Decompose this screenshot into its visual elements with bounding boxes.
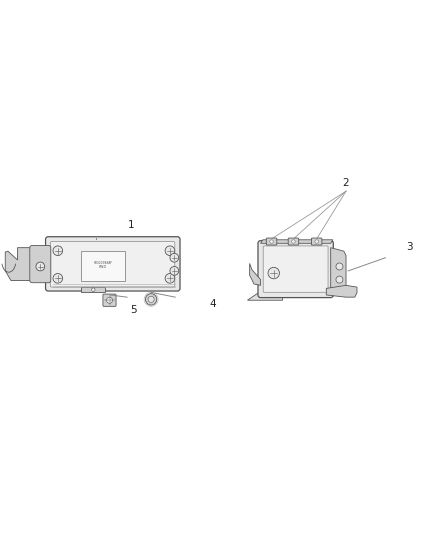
Polygon shape	[250, 263, 261, 285]
Text: 1: 1	[128, 220, 135, 230]
Circle shape	[53, 246, 63, 255]
FancyBboxPatch shape	[266, 238, 277, 245]
FancyBboxPatch shape	[258, 241, 333, 297]
Polygon shape	[326, 285, 357, 297]
Circle shape	[336, 276, 343, 283]
Circle shape	[292, 240, 295, 243]
Text: 3: 3	[406, 242, 413, 252]
FancyBboxPatch shape	[30, 246, 51, 282]
FancyBboxPatch shape	[103, 294, 116, 306]
Bar	[81, 251, 125, 281]
FancyBboxPatch shape	[263, 246, 328, 292]
Circle shape	[336, 263, 343, 270]
Circle shape	[145, 294, 157, 305]
Text: 5: 5	[130, 305, 137, 316]
Circle shape	[165, 273, 175, 283]
Circle shape	[170, 253, 179, 262]
Circle shape	[148, 296, 154, 302]
Circle shape	[53, 273, 63, 283]
FancyBboxPatch shape	[311, 238, 322, 245]
Circle shape	[170, 266, 179, 275]
Circle shape	[106, 297, 113, 303]
Text: 4: 4	[209, 298, 216, 309]
Bar	[81, 287, 105, 292]
Polygon shape	[331, 248, 346, 290]
Polygon shape	[261, 240, 333, 243]
Text: 2: 2	[343, 178, 350, 188]
Circle shape	[165, 246, 175, 255]
FancyBboxPatch shape	[288, 238, 299, 245]
Circle shape	[268, 268, 279, 279]
Polygon shape	[247, 293, 283, 300]
FancyBboxPatch shape	[46, 237, 180, 291]
FancyBboxPatch shape	[50, 241, 175, 287]
Polygon shape	[5, 248, 33, 280]
Circle shape	[315, 240, 318, 243]
Text: FWD: FWD	[99, 265, 107, 269]
Text: 68320948AF: 68320948AF	[93, 261, 113, 265]
Polygon shape	[48, 237, 177, 239]
Circle shape	[36, 262, 45, 271]
Circle shape	[270, 240, 273, 243]
Circle shape	[92, 288, 95, 292]
